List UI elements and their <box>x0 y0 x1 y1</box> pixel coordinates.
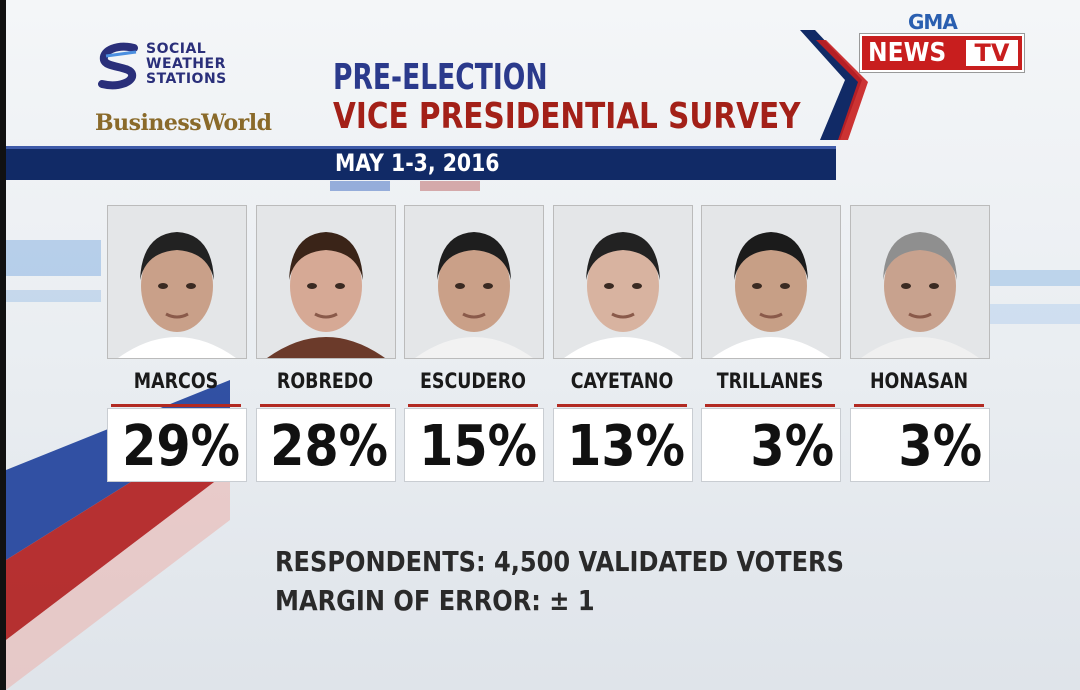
candidate-portrait-icon <box>405 206 543 358</box>
name-underline <box>259 404 390 407</box>
candidate-name-label: TRILLANES <box>716 369 824 393</box>
candidate-portrait-icon <box>702 206 840 358</box>
candidate-photo <box>255 205 396 359</box>
candidate-portrait-icon <box>553 206 692 358</box>
percentage-box: 28% <box>255 408 396 482</box>
survey-date: MAY 1-3, 2016 <box>335 149 500 177</box>
candidate-portrait-icon <box>108 206 246 358</box>
chart-title-line2: VICE PRESIDENTIAL SURVEY <box>333 96 801 137</box>
percentage-box: 3% <box>701 408 841 482</box>
respondents-note: RESPONDENTS: 4,500 VALIDATED VOTERS <box>275 545 844 578</box>
name-underline <box>556 404 687 407</box>
businessworld-logo: BusinessWorld <box>95 110 272 136</box>
newstv-news-text: NEWS <box>868 38 947 68</box>
newstv-logo: NEWS TV <box>860 34 1024 72</box>
chart-title-line1: PRE-ELECTION <box>333 57 548 98</box>
sws-s-mark-icon <box>98 42 138 90</box>
percentage-value-label: 13% <box>567 414 686 479</box>
percentage-box: 29% <box>107 408 247 482</box>
candidate-name-label: ROBREDO <box>276 369 373 393</box>
candidate-photo <box>849 205 990 359</box>
gma-logo: GMA <box>908 10 958 34</box>
name-underline <box>853 404 984 407</box>
candidate-photo <box>701 205 841 359</box>
sws-logo-line2: WEATHER <box>146 56 226 72</box>
date-bar <box>6 146 836 180</box>
percentage-box: 3% <box>849 408 990 482</box>
percentage-box: 13% <box>552 408 693 482</box>
candidate-portrait-icon <box>850 206 989 358</box>
candidate-name-label: CAYETANO <box>570 369 673 393</box>
candidate-photo <box>107 205 247 359</box>
sws-logo-line3: STATIONS <box>146 71 227 87</box>
candidate-name-label: HONASAN <box>869 369 968 393</box>
percentage-value-label: 28% <box>270 414 389 479</box>
candidate-name-label: ESCUDERO <box>419 369 527 393</box>
percentage-value-label: 3% <box>750 414 834 479</box>
name-underline <box>705 404 835 407</box>
percentage-value-label: 15% <box>419 414 537 479</box>
percentage-value-label: 29% <box>122 414 240 479</box>
candidate-name-label: MARCOS <box>133 369 219 393</box>
percentage-box: 15% <box>404 408 544 482</box>
percentage-value-label: 3% <box>898 414 983 479</box>
candidate-portrait-icon <box>256 206 395 358</box>
name-underline <box>408 404 538 407</box>
candidate-photo <box>552 205 693 359</box>
sws-logo: SOCIAL WEATHER STATIONS <box>98 40 258 96</box>
candidate-photo <box>404 205 544 359</box>
margin-of-error-note: MARGIN OF ERROR: ± 1 <box>275 584 595 617</box>
sws-logo-line1: SOCIAL <box>146 41 207 57</box>
name-underline <box>111 404 241 407</box>
newstv-tv-text: TV <box>966 40 1018 66</box>
